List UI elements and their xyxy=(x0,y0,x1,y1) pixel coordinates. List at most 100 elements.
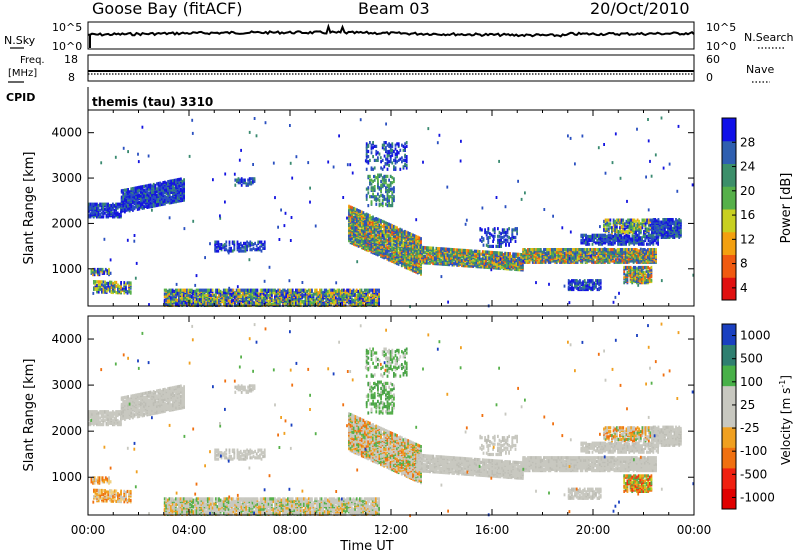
power-cell xyxy=(254,248,256,251)
power-cell xyxy=(383,141,385,144)
power-cell xyxy=(379,203,381,206)
power-cell xyxy=(569,248,571,251)
power-cell xyxy=(390,195,392,198)
power-cell xyxy=(245,289,247,292)
power-cell xyxy=(290,289,292,292)
power-cell xyxy=(246,241,248,244)
power-cell xyxy=(345,301,347,304)
power-cell xyxy=(382,168,384,171)
power-cell xyxy=(343,289,345,292)
power-cell xyxy=(377,156,379,159)
power-cell xyxy=(361,289,363,292)
power-cell xyxy=(180,289,182,292)
power-cell xyxy=(380,184,382,187)
power-cell xyxy=(517,253,519,256)
power-cell xyxy=(126,188,128,191)
power-cell xyxy=(489,236,491,239)
power-cell xyxy=(483,237,485,240)
power-cell xyxy=(156,182,158,185)
power-cell xyxy=(93,286,95,289)
station-title: Goose Bay (fitACF) xyxy=(92,0,242,18)
power-cell xyxy=(167,180,169,183)
power-cell xyxy=(258,292,260,295)
power-cell xyxy=(91,269,93,272)
power-cell xyxy=(388,253,390,256)
power-cell xyxy=(186,289,188,292)
power-cell xyxy=(121,196,123,199)
power-cell xyxy=(492,251,494,254)
power-cell xyxy=(420,237,422,240)
power-cell xyxy=(469,249,471,252)
power-cell xyxy=(577,248,579,251)
power-cell xyxy=(229,292,231,295)
power-cell xyxy=(385,146,387,149)
power-cell xyxy=(491,233,493,236)
power-cell xyxy=(480,258,482,261)
power-cell xyxy=(391,191,393,194)
power-cell xyxy=(213,294,215,297)
power-cell xyxy=(148,192,150,195)
power-cell xyxy=(367,186,369,189)
power-cell xyxy=(367,150,369,153)
power-cell xyxy=(484,228,486,231)
power-cell xyxy=(177,299,179,302)
power-cell xyxy=(103,284,105,287)
power-cell xyxy=(217,249,219,252)
power-cell xyxy=(337,289,339,292)
cpid-value: themis (tau) 3310 xyxy=(92,95,213,109)
power-cell xyxy=(396,142,398,145)
power-cell xyxy=(279,289,281,292)
power-cell xyxy=(391,161,393,164)
power-cell xyxy=(167,290,169,293)
power-cell xyxy=(104,281,106,284)
power-cell xyxy=(199,289,201,292)
power-cell xyxy=(345,290,347,293)
power-cell xyxy=(142,185,144,188)
power-cell xyxy=(337,298,339,301)
power-cell xyxy=(129,190,131,193)
power-cell xyxy=(503,239,505,242)
power-cell xyxy=(495,251,497,254)
power-cell xyxy=(372,235,374,238)
power-cell xyxy=(396,150,398,153)
power-cell xyxy=(261,249,263,252)
power-cell xyxy=(375,234,377,237)
power-cell xyxy=(216,246,218,249)
nsky-tick-bottom: 10^0 xyxy=(52,40,82,53)
power-cell xyxy=(177,178,179,181)
power-cell xyxy=(338,289,340,292)
power-cell xyxy=(409,232,411,235)
power-cell xyxy=(529,248,531,251)
power-cell xyxy=(489,245,491,248)
power-cell xyxy=(124,192,126,195)
power-cell xyxy=(393,247,395,250)
power-cell xyxy=(502,228,504,231)
power-cell xyxy=(396,160,398,163)
power-cell xyxy=(375,159,377,162)
power-cell xyxy=(388,195,390,198)
power-cell xyxy=(390,144,392,147)
power-cell xyxy=(148,184,150,187)
power-cell xyxy=(388,184,390,187)
power-cell xyxy=(264,241,266,244)
power-cell xyxy=(305,289,307,292)
power-cell xyxy=(293,291,295,294)
power-cell xyxy=(398,142,400,145)
power-cell xyxy=(580,248,582,251)
power-cell xyxy=(530,248,532,251)
power-cell xyxy=(391,149,393,152)
power-cell xyxy=(106,286,108,289)
power-cell xyxy=(156,194,158,197)
power-cell xyxy=(241,244,243,247)
power-cell xyxy=(553,248,555,251)
power-cell xyxy=(217,241,219,244)
power-cell xyxy=(382,176,384,179)
power-cell xyxy=(123,281,125,284)
power-cell xyxy=(193,301,195,304)
power-cell xyxy=(398,159,400,162)
power-cell xyxy=(170,179,172,182)
power-cell xyxy=(238,243,240,246)
power-cell xyxy=(247,179,249,182)
power-cell xyxy=(487,227,489,230)
power-cell xyxy=(162,181,164,184)
